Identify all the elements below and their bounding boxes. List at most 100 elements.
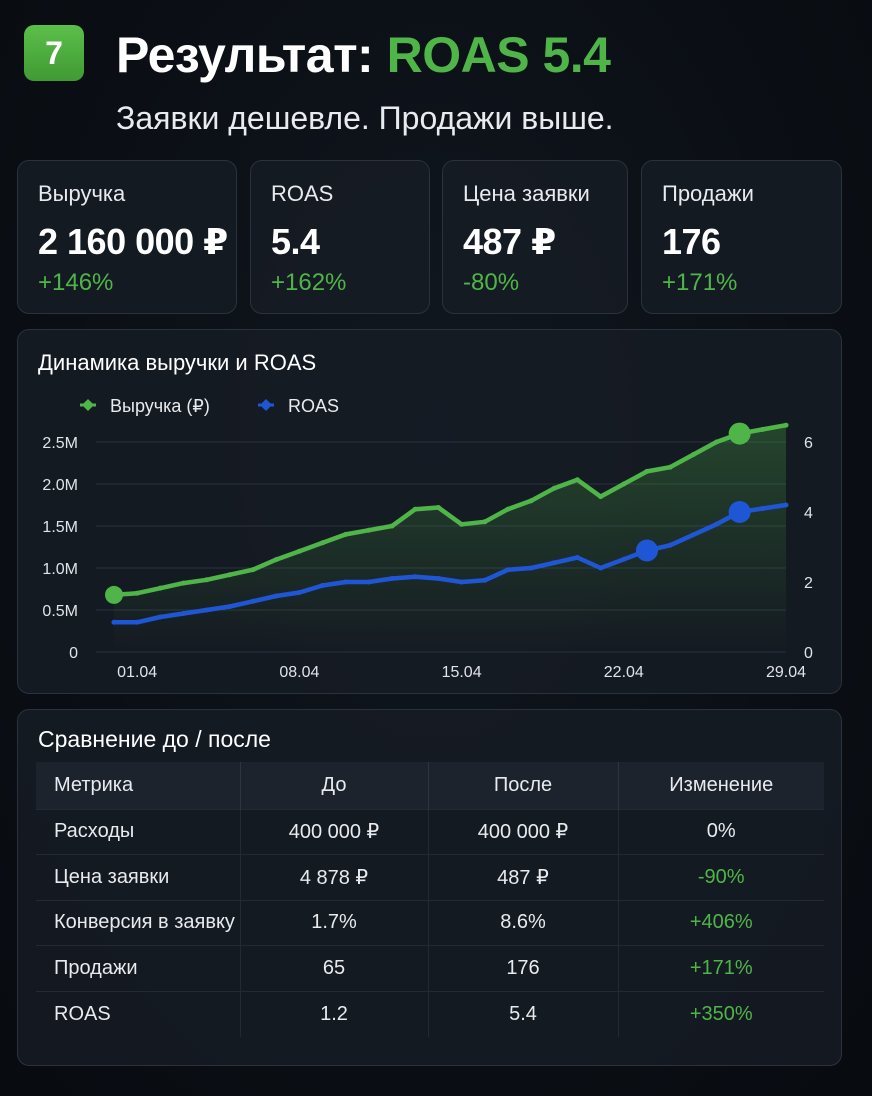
revenue-point — [551, 485, 557, 491]
roas-point — [181, 611, 187, 616]
x-tick-label: 29.04 — [766, 664, 806, 681]
header-metric: Метрика — [36, 762, 241, 809]
roas-line — [111, 502, 789, 625]
roas-point — [389, 576, 395, 581]
kpi-card-revenue: Выручка 2 160 000 ₽ +146% — [17, 160, 237, 314]
kpi-delta: +171% — [662, 269, 738, 296]
table-row: Продажи 65 176 +171% — [36, 945, 824, 991]
revenue-point — [134, 590, 140, 596]
cell-before: 4 878 ₽ — [240, 854, 429, 900]
revenue-point — [760, 426, 766, 432]
comparison-table: Метрика До После Изменение Расходы 400 0… — [36, 762, 824, 1037]
cell-before: 1.2 — [240, 990, 429, 1037]
kpi-value: 176 — [662, 221, 721, 262]
highlight-marker — [728, 501, 751, 523]
kpi-label: ROAS — [271, 181, 334, 206]
y-right-tick-label: 2 — [804, 575, 813, 592]
roas-point — [227, 604, 233, 609]
roas-point — [435, 576, 441, 581]
kpi-card-sales: Продажи 176 +171% — [641, 160, 842, 314]
y-right-tick-label: 0 — [804, 645, 813, 662]
roas-point — [551, 560, 557, 566]
table-row: Расходы 400 000 ₽ 400 000 ₽ 0% — [36, 808, 824, 855]
cell-change: +350% — [618, 990, 824, 1037]
revenue-point — [505, 506, 511, 512]
cell-metric: Конверсия в заявку — [36, 899, 241, 946]
revenue-point — [296, 548, 302, 554]
revenue-point — [482, 519, 488, 525]
roas-point — [505, 567, 511, 573]
roas-point — [528, 565, 534, 571]
revenue-point — [227, 572, 233, 578]
cell-before: 400 000 ₽ — [240, 808, 429, 855]
roas-point — [320, 583, 326, 588]
page-title: Результат: ROAS 5.4 — [116, 26, 611, 84]
comparison-title: Сравнение до / после — [38, 726, 271, 752]
chart-title: Динамика выручки и ROAS — [38, 350, 317, 375]
page-subtitle: Заявки дешевле. Продажи выше. — [116, 100, 614, 136]
kpi-delta: -80% — [463, 269, 520, 296]
kpi-card-lead-price: Цена заявки 487 ₽ -80% — [442, 160, 628, 314]
y-left-tick-label: 1.5M — [42, 519, 78, 536]
revenue-point — [389, 523, 395, 529]
x-tick-label: 15.04 — [442, 664, 482, 681]
revenue-point — [783, 422, 789, 428]
chart-card: Динамика выручки и ROAS Выручка (₽) ROAS … — [17, 329, 842, 694]
y-left-tick-label: 1.0M — [42, 561, 78, 578]
revenue-point — [621, 481, 627, 487]
header-after: После — [428, 762, 619, 809]
table-header-row: Метрика До После Изменение — [36, 762, 824, 809]
cell-before: 1.7% — [240, 899, 429, 946]
revenue-point — [157, 585, 163, 591]
roas-point — [667, 542, 673, 548]
table-row: ROAS 1.2 5.4 +350% — [36, 990, 824, 1037]
legend-label: ROAS — [288, 396, 339, 416]
roas-point — [482, 577, 488, 583]
cell-after: 8.6% — [428, 899, 619, 946]
roas-point — [343, 579, 349, 585]
revenue-point — [667, 464, 673, 470]
y-left-tick-label: 0 — [69, 645, 78, 662]
y-right-tick-label: 4 — [804, 505, 813, 522]
highlight-marker — [728, 422, 751, 445]
revenue-point — [435, 505, 441, 511]
cell-change: +406% — [618, 899, 824, 946]
revenue-point — [320, 540, 326, 546]
roas-point — [574, 555, 580, 560]
roas-point — [459, 579, 465, 585]
roas-point — [598, 565, 604, 571]
revenue-point — [273, 557, 279, 563]
step-badge: 7 — [24, 25, 84, 81]
kpi-label: Продажи — [662, 181, 754, 206]
y-left-tick-label: 0.5M — [42, 603, 78, 620]
roas-point — [134, 619, 140, 625]
roas-point — [713, 521, 719, 527]
table-row: Цена заявки 4 878 ₽ 487 ₽ -90% — [36, 854, 824, 900]
kpi-label: Выручка — [38, 181, 126, 206]
revenue-point — [644, 468, 650, 474]
cell-before: 65 — [240, 945, 429, 991]
revenue-point — [343, 531, 349, 537]
roas-point — [157, 614, 163, 620]
revenue-point — [690, 452, 696, 458]
kpi-value: 487 ₽ — [463, 221, 556, 262]
cell-metric: Цена заявки — [36, 854, 241, 900]
y-left-tick-label: 2.5M — [42, 435, 78, 452]
revenue-point — [459, 521, 465, 527]
comparison-card: Сравнение до / после Метрика До После Из… — [17, 709, 842, 1066]
title-accent: ROAS 5.4 — [386, 27, 611, 83]
roas-point — [273, 593, 279, 599]
revenue-point — [528, 498, 534, 504]
cell-after: 176 — [428, 945, 619, 991]
x-tick-label: 01.04 — [117, 664, 157, 681]
revenue-point — [574, 477, 580, 483]
roas-point — [690, 532, 696, 538]
x-tick-label: 08.04 — [279, 664, 319, 681]
roas-point — [204, 607, 210, 613]
table-row: Конверсия в заявку 1.7% 8.6% +406% — [36, 899, 824, 946]
kpi-delta: +162% — [271, 269, 347, 296]
legend-marker — [260, 399, 272, 411]
highlight-marker — [635, 539, 658, 562]
header-change: Изменение — [618, 762, 824, 809]
revenue-point — [181, 580, 187, 586]
